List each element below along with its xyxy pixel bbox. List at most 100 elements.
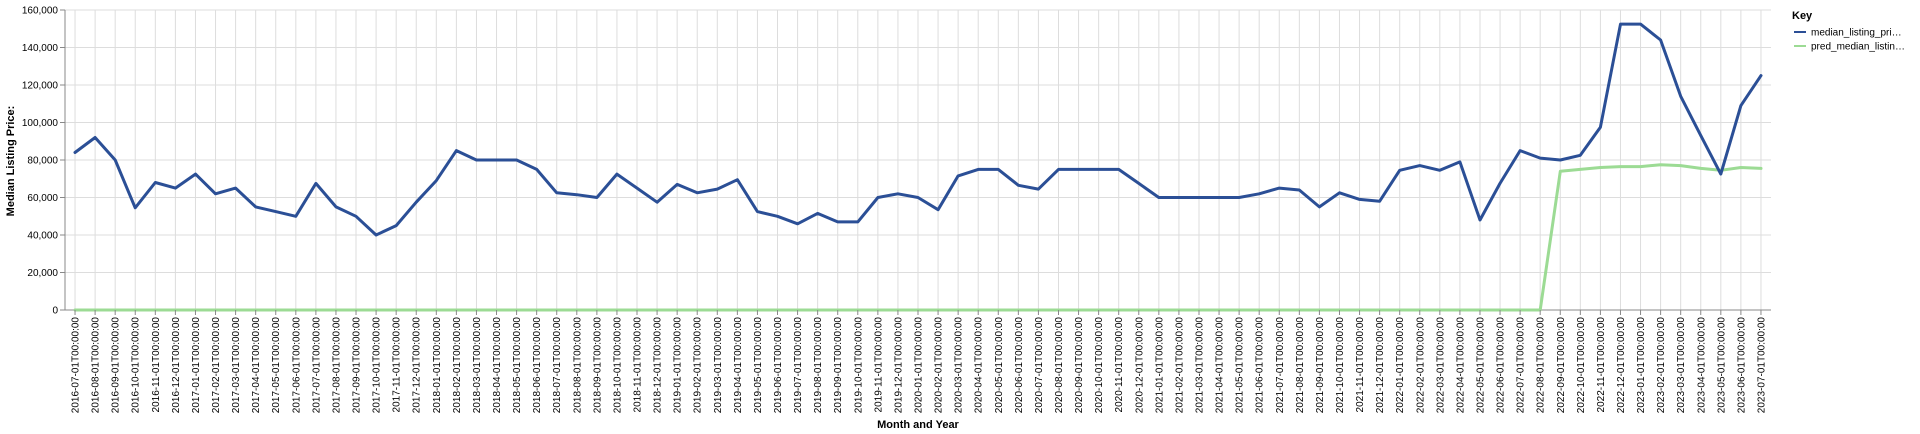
x-tick-label: 2018-07-01T00:00:00 (552, 317, 563, 414)
x-tick-label: 2017-03-01T00:00:00 (231, 317, 242, 414)
x-tick-label: 2022-12-01T00:00:00 (1616, 317, 1627, 414)
x-tick-label: 2022-11-01T00:00:00 (1596, 317, 1607, 413)
x-tick-label: 2016-09-01T00:00:00 (111, 317, 122, 414)
x-tick-label: 2021-04-01T00:00:00 (1215, 317, 1226, 414)
x-tick-label: 2022-04-01T00:00:00 (1455, 317, 1466, 414)
x-tick-label: 2021-12-01T00:00:00 (1375, 317, 1386, 414)
x-tick-label: 2021-05-01T00:00:00 (1235, 317, 1246, 414)
x-tick-label: 2016-12-01T00:00:00 (171, 317, 182, 414)
x-tick-label: 2023-06-01T00:00:00 (1736, 317, 1747, 414)
x-tick-label: 2018-12-01T00:00:00 (653, 317, 664, 414)
x-axis-title: Month and Year (877, 419, 959, 431)
x-tick-label: 2020-03-01T00:00:00 (954, 317, 965, 414)
x-tick-label: 2021-03-01T00:00:00 (1194, 317, 1205, 414)
x-tick-label: 2019-10-01T00:00:00 (853, 317, 864, 414)
x-tick-label: 2020-09-01T00:00:00 (1074, 317, 1085, 414)
x-tick-label: 2018-09-01T00:00:00 (592, 317, 603, 414)
y-tick-label: 60,000 (27, 193, 58, 204)
x-tick-label: 2019-07-01T00:00:00 (793, 317, 804, 414)
x-tick-label: 2022-03-01T00:00:00 (1435, 317, 1446, 414)
x-tick-label: 2022-10-01T00:00:00 (1576, 317, 1587, 414)
x-tick-label: 2017-11-01T00:00:00 (392, 317, 403, 413)
x-tick-label: 2018-08-01T00:00:00 (572, 317, 583, 414)
x-tick-label: 2022-01-01T00:00:00 (1395, 317, 1406, 414)
x-tick-label: 2021-07-01T00:00:00 (1275, 317, 1286, 414)
x-tick-label: 2017-07-01T00:00:00 (311, 317, 322, 414)
x-tick-label: 2019-09-01T00:00:00 (833, 317, 844, 414)
x-tick-label: 2020-05-01T00:00:00 (994, 317, 1005, 414)
legend-label: median_listing_pri… (1811, 28, 1902, 39)
legend-label: pred_median_listin… (1811, 42, 1905, 53)
y-tick-label: 100,000 (22, 118, 59, 129)
x-tick-label: 2020-08-01T00:00:00 (1054, 317, 1065, 414)
x-tick-label: 2017-02-01T00:00:00 (211, 317, 222, 414)
y-tick-label: 120,000 (22, 81, 59, 92)
x-tick-label: 2017-09-01T00:00:00 (352, 317, 363, 414)
legend: Key median_listing_pri… pred_median_listi… (1792, 10, 1905, 53)
x-tick-label: 2022-09-01T00:00:00 (1556, 317, 1567, 414)
x-tick-label: 2020-02-01T00:00:00 (934, 317, 945, 414)
x-tick-label: 2022-05-01T00:00:00 (1475, 317, 1486, 414)
x-tick-label: 2017-10-01T00:00:00 (372, 317, 383, 414)
x-tick-label: 2016-08-01T00:00:00 (91, 317, 102, 414)
x-tick-label: 2023-02-01T00:00:00 (1656, 317, 1667, 414)
x-tick-label: 2017-05-01T00:00:00 (271, 317, 282, 414)
y-tick-label: 160,000 (22, 6, 59, 17)
x-tick-label: 2017-01-01T00:00:00 (191, 317, 202, 414)
x-tick-label: 2017-08-01T00:00:00 (331, 317, 342, 414)
y-tick-label: 20,000 (27, 268, 58, 279)
x-tick-label: 2021-11-01T00:00:00 (1355, 317, 1366, 413)
x-tick-label: 2017-12-01T00:00:00 (412, 317, 423, 414)
legend-title: Key (1792, 10, 1813, 22)
x-tick-label: 2020-04-01T00:00:00 (974, 317, 985, 414)
x-tick-label: 2018-01-01T00:00:00 (432, 317, 443, 414)
x-tick-label: 2022-06-01T00:00:00 (1496, 317, 1507, 414)
x-tick-label: 2023-04-01T00:00:00 (1696, 317, 1707, 414)
y-axis-title: Median Listing Price: (5, 106, 17, 217)
y-tick-label: 40,000 (27, 231, 58, 242)
x-tick-label: 2019-04-01T00:00:00 (733, 317, 744, 414)
x-tick-label: 2017-06-01T00:00:00 (291, 317, 302, 414)
x-tick-label: 2019-08-01T00:00:00 (813, 317, 824, 414)
x-tick-label: 2019-02-01T00:00:00 (693, 317, 704, 414)
x-tick-label: 2021-10-01T00:00:00 (1335, 317, 1346, 414)
x-tick-label: 2022-07-01T00:00:00 (1516, 317, 1527, 414)
x-tick-label: 2021-09-01T00:00:00 (1315, 317, 1326, 414)
x-tick-label: 2018-11-01T00:00:00 (633, 317, 644, 413)
x-tick-label: 2022-02-01T00:00:00 (1415, 317, 1426, 414)
y-axis-tick-labels: 0 20,000 40,000 60,000 80,000 100,000 120,000 1… (22, 6, 65, 317)
x-tick-label: 2020-07-01T00:00:00 (1034, 317, 1045, 414)
x-tick-label: 2022-08-01T00:00:00 (1536, 317, 1547, 414)
x-tick-label: 2018-06-01T00:00:00 (532, 317, 543, 414)
x-tick-label: 2020-12-01T00:00:00 (1134, 317, 1145, 414)
y-tick-label: 140,000 (22, 43, 59, 54)
x-tick-label: 2021-02-01T00:00:00 (1174, 317, 1185, 414)
x-tick-label: 2020-11-01T00:00:00 (1114, 317, 1125, 413)
x-tick-label: 2018-04-01T00:00:00 (492, 317, 503, 414)
series-line (73, 22, 1763, 237)
x-tick-label: 2021-01-01T00:00:00 (1154, 317, 1165, 414)
x-tick-label: 2020-10-01T00:00:00 (1094, 317, 1105, 414)
y-tick-label: 80,000 (27, 156, 58, 167)
x-tick-label: 2019-06-01T00:00:00 (773, 317, 784, 414)
x-tick-label: 2018-10-01T00:00:00 (612, 317, 623, 414)
x-tick-label: 2023-07-01T00:00:00 (1756, 317, 1767, 414)
x-axis-tick-labels: 2016-07-01T00:00:00 2016-08-01T00:00:00 20… (71, 310, 1767, 414)
x-tick-label: 2018-05-01T00:00:00 (512, 317, 523, 414)
x-tick-label: 2016-10-01T00:00:00 (131, 317, 142, 414)
x-tick-label: 2018-03-01T00:00:00 (472, 317, 483, 414)
x-tick-label: 2020-06-01T00:00:00 (1014, 317, 1025, 414)
x-tick-label: 2019-12-01T00:00:00 (893, 317, 904, 414)
x-tick-label: 2016-07-01T00:00:00 (71, 317, 82, 414)
x-tick-label: 2020-01-01T00:00:00 (914, 317, 925, 414)
x-tick-label: 2021-06-01T00:00:00 (1255, 317, 1266, 414)
x-tick-label: 2016-11-01T00:00:00 (151, 317, 162, 413)
x-tick-label: 2021-08-01T00:00:00 (1295, 317, 1306, 414)
x-tick-label: 2019-05-01T00:00:00 (753, 317, 764, 414)
x-tick-label: 2018-02-01T00:00:00 (452, 317, 463, 414)
x-tick-label: 2023-03-01T00:00:00 (1676, 317, 1687, 414)
x-tick-label: 2019-01-01T00:00:00 (673, 317, 684, 414)
y-tick-label: 0 (52, 306, 58, 317)
x-tick-label: 2023-01-01T00:00:00 (1636, 317, 1647, 414)
